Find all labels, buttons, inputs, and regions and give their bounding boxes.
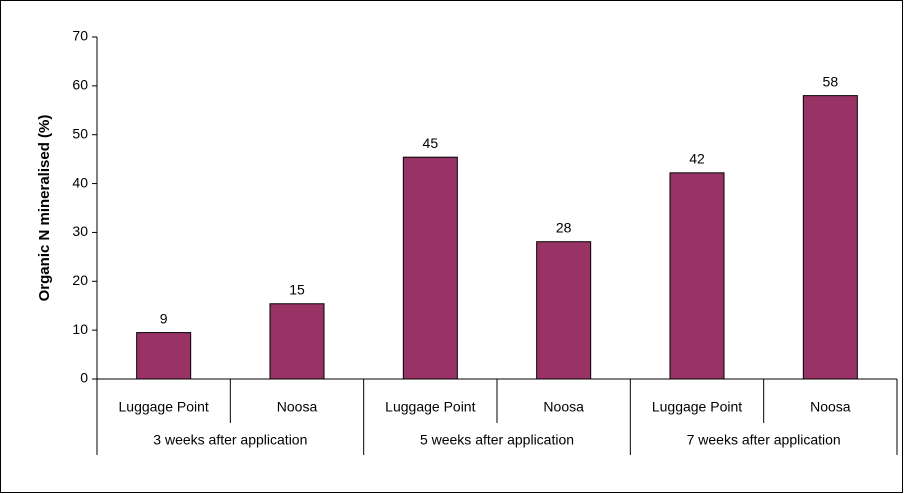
bar bbox=[536, 241, 592, 380]
x-tick-label: Luggage Point bbox=[119, 399, 209, 415]
data-label: 45 bbox=[423, 135, 439, 151]
y-tick-label: 10 bbox=[72, 321, 88, 337]
group-label: 7 weeks after application bbox=[687, 432, 841, 448]
y-tick-label: 70 bbox=[72, 28, 88, 44]
y-tick-label: 40 bbox=[72, 174, 88, 190]
bar bbox=[402, 156, 458, 380]
x-tick-label: Noosa bbox=[277, 399, 318, 415]
bar bbox=[669, 172, 725, 380]
data-label: 42 bbox=[689, 151, 705, 167]
x-tick-label: Noosa bbox=[810, 399, 851, 415]
x-tick-label: Luggage Point bbox=[385, 399, 475, 415]
bar bbox=[802, 95, 858, 380]
y-tick-label: 20 bbox=[72, 272, 88, 288]
y-tick-label: 50 bbox=[72, 125, 88, 141]
y-tick-label: 30 bbox=[72, 223, 88, 239]
y-tick-label: 0 bbox=[80, 370, 88, 386]
data-label: 9 bbox=[160, 310, 168, 326]
bar bbox=[269, 303, 325, 380]
data-label: 28 bbox=[556, 219, 572, 235]
x-tick-label: Noosa bbox=[543, 399, 584, 415]
group-label: 3 weeks after application bbox=[153, 432, 307, 448]
y-axis-title: Organic N mineralised (%) bbox=[36, 115, 53, 302]
data-label: 58 bbox=[823, 73, 839, 89]
y-tick-label: 60 bbox=[72, 77, 88, 93]
data-label: 15 bbox=[289, 281, 305, 297]
group-label: 5 weeks after application bbox=[420, 432, 574, 448]
x-tick-label: Luggage Point bbox=[652, 399, 742, 415]
bar bbox=[136, 332, 192, 380]
